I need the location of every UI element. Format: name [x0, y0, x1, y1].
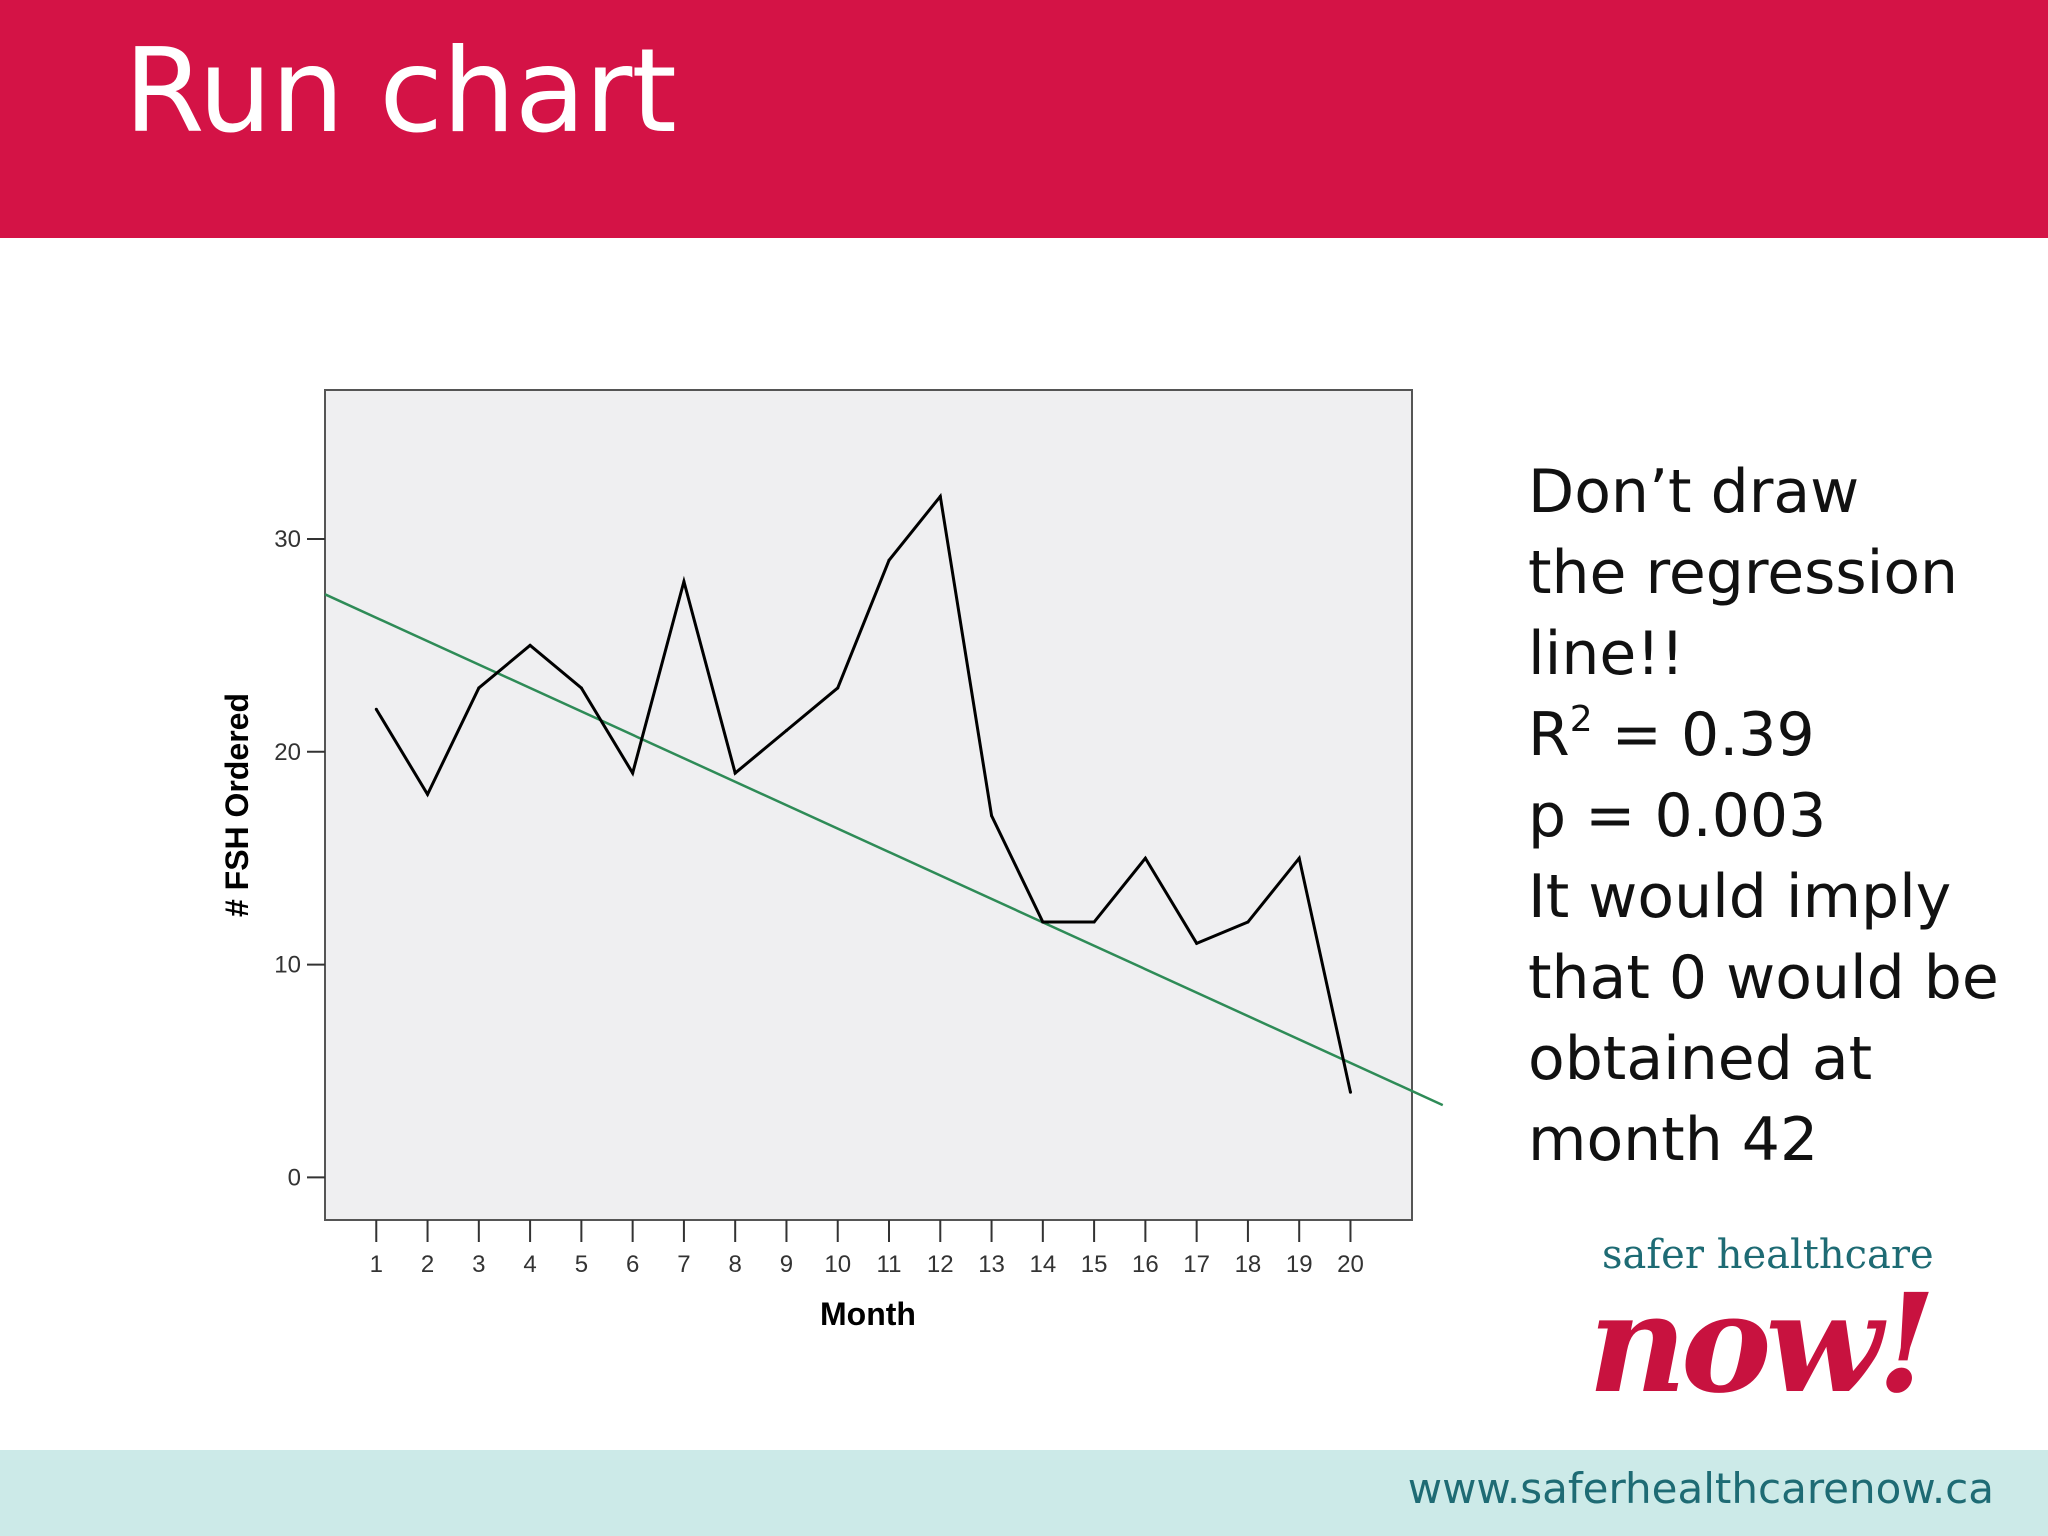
data-point	[477, 686, 481, 690]
data-point	[1143, 856, 1147, 860]
y-axis: 0 10 20 30	[274, 526, 325, 1191]
r-squared-line: R2 = 0.39	[1528, 695, 2048, 776]
x-tick-label: 9	[780, 1251, 793, 1278]
x-tick-label: 12	[927, 1251, 954, 1278]
logo-text-bottom: now!	[1588, 1264, 1936, 1424]
data-point	[887, 558, 891, 562]
slide-title: Run chart	[124, 24, 677, 159]
x-axis: 1 2 3 4 5 6 7 8 9 10 11 12 13 14 15 16 17 18 19 20	[370, 1220, 1364, 1278]
x-tick-label: 6	[626, 1251, 639, 1278]
header-bar: Run chart	[0, 0, 2048, 238]
x-tick-label: 7	[677, 1251, 690, 1278]
logo-text-top: safer healthcare	[1602, 1232, 1934, 1278]
p-value-line: p = 0.003	[1528, 781, 1827, 851]
data-point	[528, 643, 532, 647]
chart-marks	[324, 492, 1444, 1107]
x-tick-label: 17	[1183, 1251, 1210, 1278]
note-line: Don’t draw	[1528, 457, 1860, 527]
x-tick-label: 19	[1286, 1251, 1313, 1278]
implication-line: that 0 would be	[1528, 943, 1999, 1013]
data-point	[784, 729, 788, 733]
y-tick-label: 0	[288, 1164, 301, 1191]
footer-url[interactable]: www.saferhealthcarenow.ca	[1407, 1464, 1994, 1513]
safer-healthcare-now-logo: safer healthcare now!	[1580, 1210, 2000, 1425]
x-tick-label: 8	[729, 1251, 742, 1278]
data-point	[579, 686, 583, 690]
data-point	[682, 580, 686, 584]
data-point	[1348, 1090, 1352, 1094]
data-point	[1041, 920, 1045, 924]
r-squared-value: = 0.39	[1592, 700, 1815, 770]
data-point	[374, 707, 378, 711]
data-point	[1195, 941, 1199, 945]
x-tick-label: 11	[877, 1251, 902, 1278]
data-point	[990, 814, 994, 818]
data-point	[836, 686, 840, 690]
x-tick-label: 1	[370, 1251, 383, 1278]
x-tick-label: 15	[1081, 1251, 1108, 1278]
implication-line: It would imply	[1528, 862, 1952, 932]
note-line: the regression	[1528, 538, 1959, 608]
y-tick-label: 10	[274, 952, 301, 979]
x-tick-label: 10	[824, 1251, 851, 1278]
y-axis-title: # FSH Ordered	[219, 693, 255, 917]
x-tick-label: 2	[421, 1251, 434, 1278]
r-label: R	[1528, 700, 1570, 770]
x-tick-label: 5	[575, 1251, 588, 1278]
data-point	[1092, 920, 1096, 924]
x-tick-label: 3	[472, 1251, 485, 1278]
data-point	[426, 792, 430, 796]
implication-line: obtained at	[1528, 1024, 1873, 1094]
data-point	[631, 771, 635, 775]
footer-bar: www.saferhealthcarenow.ca	[0, 1450, 2048, 1536]
implication-line: month 42	[1528, 1105, 1819, 1175]
note-line: line!!	[1528, 619, 1685, 689]
regression-line	[324, 593, 1444, 1107]
x-tick-label: 14	[1029, 1251, 1056, 1278]
r-superscript: 2	[1569, 699, 1593, 740]
x-axis-title: Month	[820, 1296, 916, 1332]
x-tick-label: 18	[1235, 1251, 1262, 1278]
y-tick-label: 20	[274, 739, 301, 766]
annotation-text: Don’t draw the regression line!! R2 = 0.…	[1528, 452, 2048, 1181]
data-point	[733, 771, 737, 775]
data-point	[1246, 920, 1250, 924]
series-line-fsh-ordered	[374, 492, 1352, 1093]
y-tick-label: 30	[274, 526, 301, 553]
plot-area	[324, 389, 1413, 1221]
x-tick-label: 13	[978, 1251, 1005, 1278]
data-point	[1297, 856, 1301, 860]
data-point	[938, 494, 942, 498]
x-tick-label: 20	[1337, 1251, 1364, 1278]
x-tick-label: 4	[523, 1251, 536, 1278]
x-tick-label: 16	[1132, 1251, 1159, 1278]
